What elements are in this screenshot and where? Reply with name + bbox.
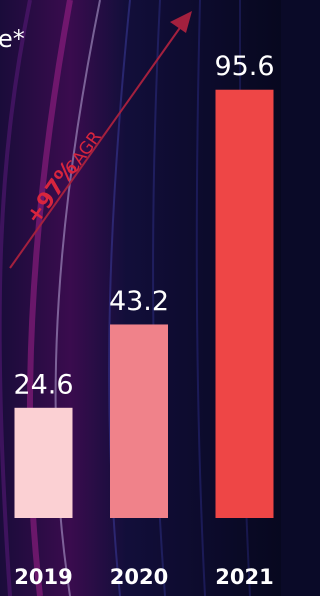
bar [15, 408, 73, 518]
x-tick-label: 2020 [110, 565, 168, 589]
value-label: 24.6 [13, 369, 73, 400]
x-tick-label: 2019 [14, 565, 72, 589]
value-label: 95.6 [214, 51, 274, 82]
x-tick-label: 2021 [215, 565, 273, 589]
bar [110, 324, 168, 518]
chart-title: e* [0, 25, 25, 53]
bar [216, 90, 274, 518]
value-label: 43.2 [109, 286, 169, 317]
